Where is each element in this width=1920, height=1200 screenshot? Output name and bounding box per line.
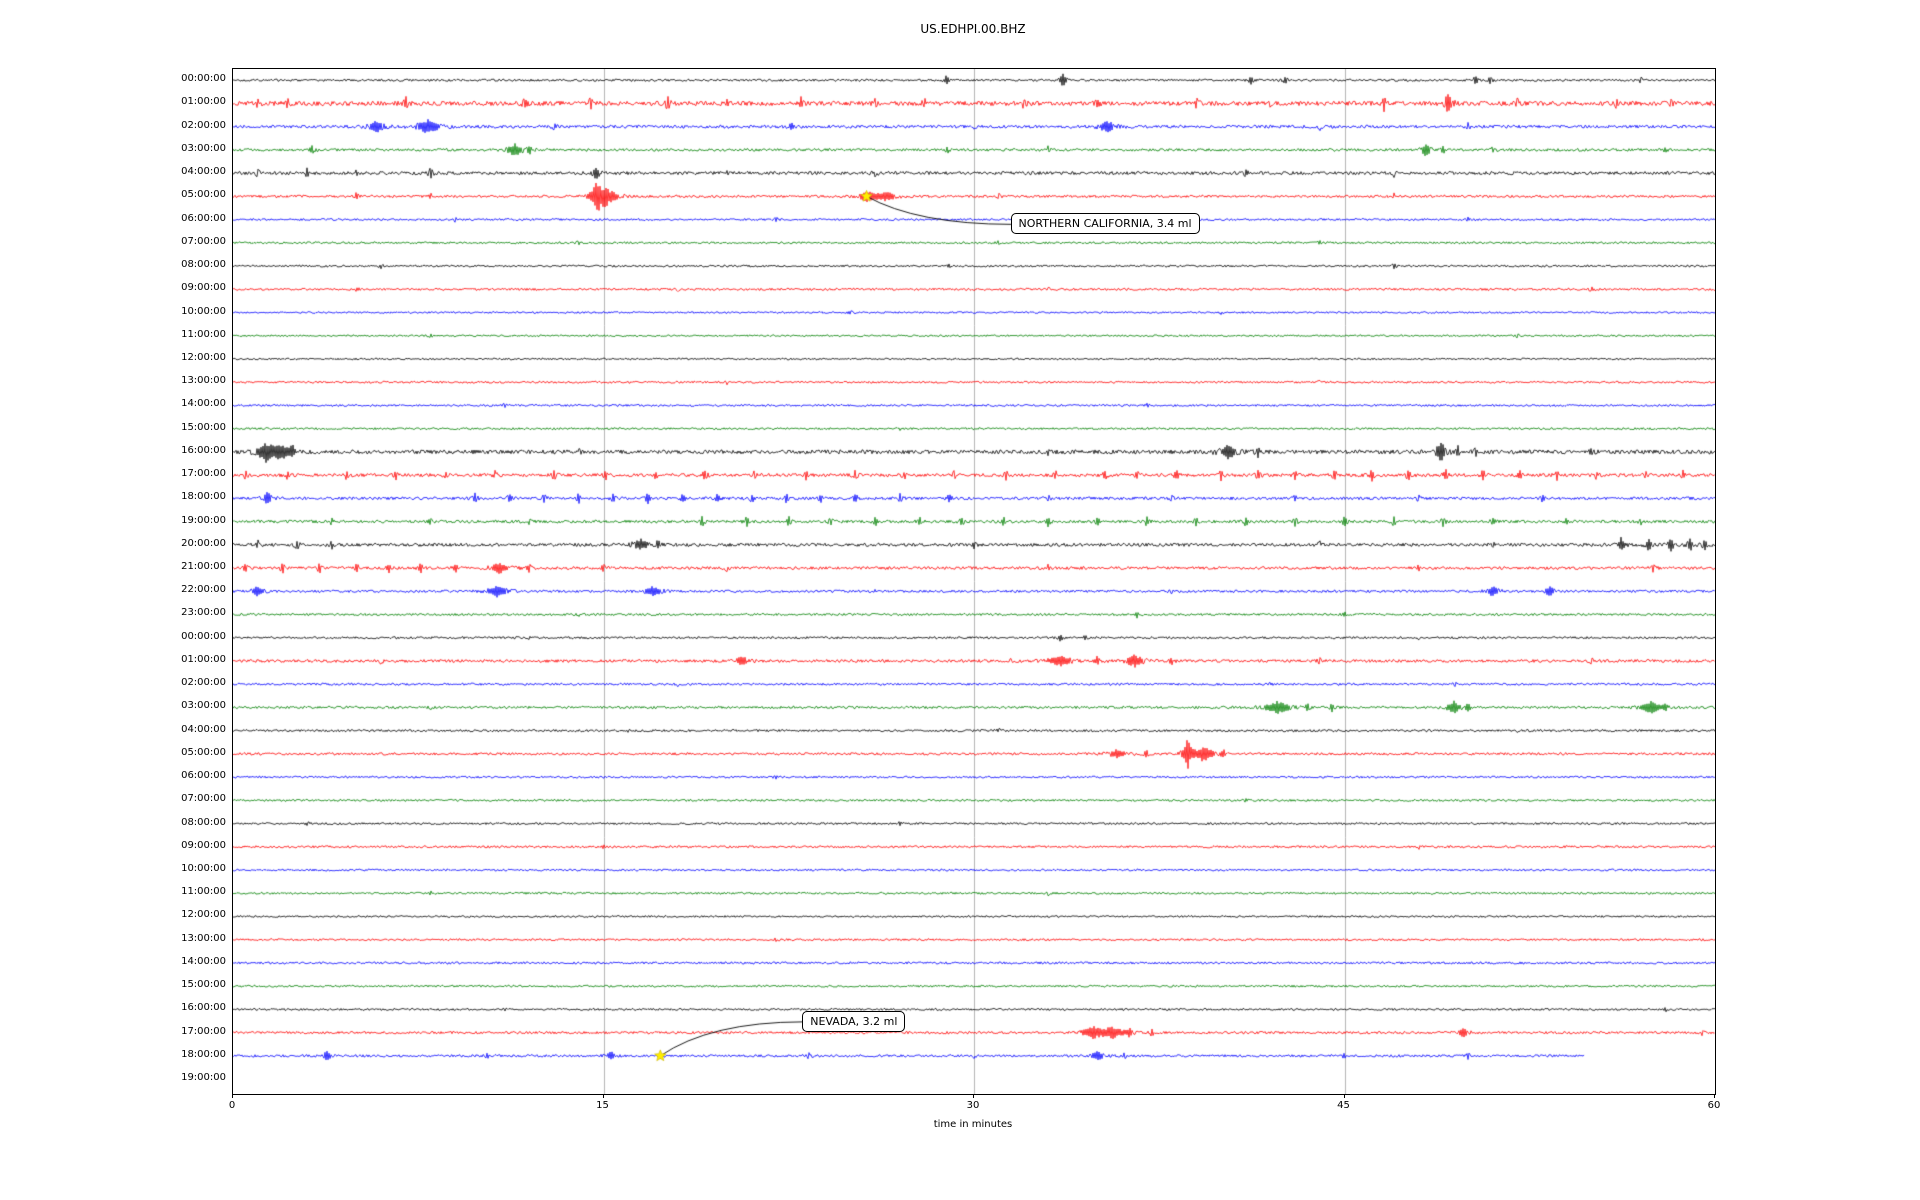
y-axis-row-label: 17:00:00 — [181, 1025, 226, 1037]
y-axis-row-label: 09:00:00 — [181, 282, 226, 294]
x-tick-mark — [973, 1094, 974, 1098]
y-axis-row-label: 02:00:00 — [181, 119, 226, 131]
y-axis-row-label: 04:00:00 — [181, 166, 226, 178]
y-axis-row-label: 03:00:00 — [181, 700, 226, 712]
y-axis-row-label: 07:00:00 — [181, 793, 226, 805]
y-axis-row-label: 20:00:00 — [181, 537, 226, 549]
x-tick-label: 0 — [228, 1100, 236, 1111]
plot-area — [232, 68, 1716, 1095]
y-axis-row-label: 00:00:00 — [181, 630, 226, 642]
y-axis-row-label: 06:00:00 — [181, 212, 226, 224]
y-axis-row-label: 06:00:00 — [181, 770, 226, 782]
y-axis-row-label: 08:00:00 — [181, 259, 226, 271]
event-annotation: NEVADA, 3.2 ml — [802, 1010, 906, 1032]
x-tick-mark — [232, 1094, 233, 1098]
y-axis-row-label: 15:00:00 — [181, 979, 226, 991]
x-tick-label: 15 — [596, 1100, 609, 1111]
y-axis-row-label: 03:00:00 — [181, 142, 226, 154]
y-axis-row-label: 00:00:00 — [181, 73, 226, 85]
y-axis-row-label: 23:00:00 — [181, 607, 226, 619]
y-axis-row-label: 08:00:00 — [181, 816, 226, 828]
plot-title: US.EDHPI.00.BHZ — [920, 22, 1026, 36]
y-axis-row-label: 18:00:00 — [181, 491, 226, 503]
y-axis-row-label: 13:00:00 — [181, 375, 226, 387]
trace-canvas — [233, 69, 1715, 1094]
x-tick-label: 60 — [1707, 1100, 1721, 1111]
x-tick-label: 30 — [966, 1100, 980, 1111]
y-axis-row-label: 19:00:00 — [181, 514, 226, 526]
y-axis-row-label: 19:00:00 — [181, 1072, 226, 1084]
y-axis-row-label: 07:00:00 — [181, 235, 226, 247]
y-axis-row-label: 05:00:00 — [181, 189, 226, 201]
y-axis-row-label: 09:00:00 — [181, 839, 226, 851]
event-annotation: NORTHERN CALIFORNIA, 3.4 ml — [1010, 213, 1200, 235]
y-axis-row-label: 22:00:00 — [181, 584, 226, 596]
y-axis-row-label: 18:00:00 — [181, 1048, 226, 1060]
x-tick-mark — [1343, 1094, 1345, 1098]
x-tick-mark — [1714, 1094, 1715, 1098]
y-axis-row-label: 10:00:00 — [181, 305, 226, 317]
y-axis-row-label: 12:00:00 — [181, 351, 226, 363]
y-axis-row-label: 21:00:00 — [181, 561, 226, 573]
y-axis-row-label: 16:00:00 — [181, 444, 226, 456]
x-axis-label: time in minutes — [933, 1119, 1013, 1130]
y-axis-row-label: 12:00:00 — [181, 909, 226, 921]
y-axis-row-label: 10:00:00 — [181, 863, 226, 875]
x-tick-mark — [602, 1094, 604, 1098]
y-axis-row-label: 02:00:00 — [181, 677, 226, 689]
y-axis-row-label: 01:00:00 — [181, 96, 226, 108]
y-axis-row-label: 04:00:00 — [181, 723, 226, 735]
y-axis-row-label: 11:00:00 — [181, 886, 226, 898]
y-axis-row-label: 14:00:00 — [181, 955, 226, 967]
x-tick-label: 45 — [1337, 1100, 1350, 1111]
y-axis-row-label: 16:00:00 — [181, 1002, 226, 1014]
y-axis-row-label: 01:00:00 — [181, 653, 226, 665]
y-axis-row-label: 14:00:00 — [181, 398, 226, 410]
y-axis-row-label: 11:00:00 — [181, 328, 226, 340]
y-axis-row-label: 15:00:00 — [181, 421, 226, 433]
y-axis-row-label: 05:00:00 — [181, 746, 226, 758]
y-axis-row-label: 13:00:00 — [181, 932, 226, 944]
y-axis-row-label: 17:00:00 — [181, 468, 226, 480]
